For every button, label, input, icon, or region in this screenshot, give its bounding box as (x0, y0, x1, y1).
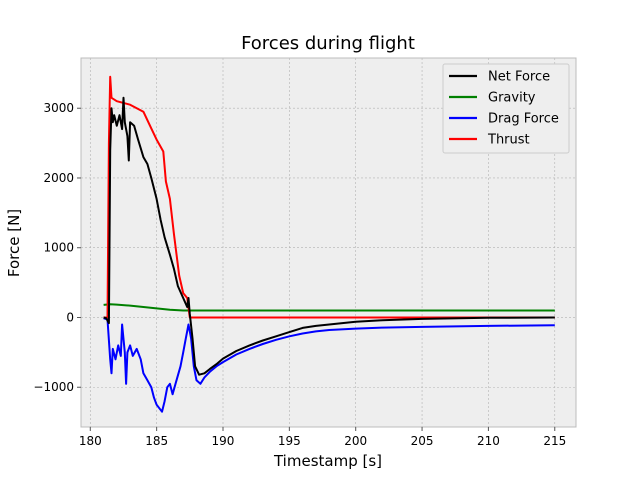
tick-labels: 180 185 190 195 200 205 210 215 −1000 0 1000 2000 30… (33, 101, 566, 448)
chart-title: Forces during flight (241, 33, 415, 54)
legend-label: Gravity (488, 91, 536, 106)
x-tick-label: 210 (477, 434, 500, 448)
series-line-drag-force (103, 317, 555, 413)
series-line-net-force (103, 96, 555, 376)
legend-label: Net Force (488, 70, 550, 85)
x-tick-label: 215 (543, 434, 566, 448)
x-axis-label: Timestamp [s] (273, 452, 382, 470)
y-tick-label: 3000 (43, 101, 74, 115)
x-tick-label: 185 (145, 434, 168, 448)
plot-frame (80, 57, 577, 428)
legend: Net Force Gravity Drag Force Thrust (442, 63, 570, 154)
legend-box (442, 63, 570, 154)
series-line-gravity (103, 303, 555, 312)
legend-label: Thrust (487, 133, 530, 148)
x-tick-label: 195 (278, 434, 301, 448)
series-lines (103, 75, 555, 413)
y-tick-label: 1000 (43, 241, 74, 255)
legend-label: Drag Force (488, 112, 559, 127)
y-tick-label: −1000 (33, 380, 74, 394)
x-tick-label: 180 (79, 434, 102, 448)
y-tick-label: 0 (66, 310, 74, 324)
x-tick-label: 205 (411, 434, 434, 448)
x-tick-label: 190 (212, 434, 235, 448)
x-tick-label: 200 (344, 434, 367, 448)
y-axis-label: Force [N] (5, 209, 23, 277)
y-tick-label: 2000 (43, 171, 74, 185)
series-line-thrust (103, 75, 555, 319)
